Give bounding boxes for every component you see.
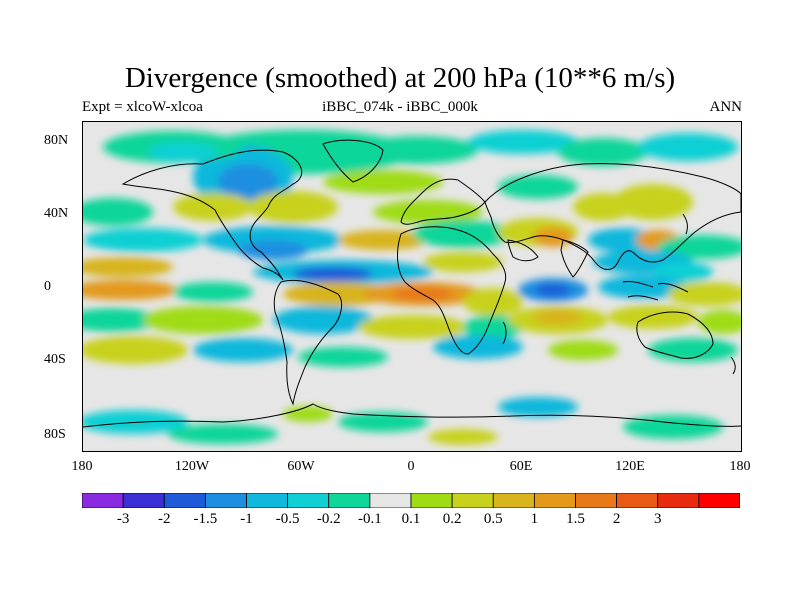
colorbar-swatch (369, 493, 412, 508)
colorbar-label: -0.1 (358, 511, 382, 527)
lat-label-40s: 40S (44, 352, 66, 367)
colorbar-label: -2 (158, 511, 171, 527)
colorbar-label: -3 (116, 511, 130, 527)
colorbar-swatch (698, 493, 740, 508)
lon-label-60w: 60W (287, 459, 315, 474)
lon-label-180w: 180 (71, 459, 93, 474)
colorbar-swatch (657, 493, 700, 508)
colorbar-label: 1.5 (566, 511, 585, 527)
colorbar-label: 1 (530, 511, 539, 527)
plot-title: Divergence (smoothed) at 200 hPa (10**6 … (124, 62, 676, 94)
colorbar-swatch (492, 493, 535, 508)
contour-fill-layer (83, 130, 741, 445)
colorbar-swatch (82, 493, 124, 508)
colorbar-label: 0.1 (401, 511, 421, 527)
lon-label-0: 0 (407, 459, 415, 474)
colorbar-label: 0.5 (483, 511, 503, 527)
lon-label-60e: 60E (509, 459, 533, 474)
colorbar-label: 0.2 (442, 511, 462, 527)
colorbar-label: 2 (612, 511, 621, 527)
season-label: ANN (709, 99, 743, 115)
colorbar-swatch (122, 493, 165, 508)
colorbar-swatches (82, 493, 740, 508)
colorbar-swatch (533, 493, 576, 508)
colorbar-label: -1 (240, 511, 253, 527)
colorbar-swatch (246, 493, 289, 508)
divergence-map (82, 121, 742, 452)
lat-label-40n: 40N (44, 206, 69, 221)
lat-label-80s: 80S (44, 427, 66, 442)
lon-label-120w: 120W (174, 459, 210, 474)
coastlines (83, 139, 741, 428)
colorbar (82, 493, 740, 508)
colorbar-swatch (287, 493, 330, 508)
colorbar-swatch (451, 493, 494, 508)
colorbar-swatch (410, 493, 453, 508)
divergence-field (83, 122, 741, 451)
lat-label-equator: 0 (44, 279, 51, 294)
colorbar-swatch (204, 493, 247, 508)
lon-label-180e: 180 (729, 459, 751, 474)
colorbar-label: -0.2 (316, 511, 341, 527)
lon-label-120e: 120E (615, 459, 645, 474)
experiment-label: Expt = xlcoW-xlcoa (82, 99, 203, 115)
colorbar-swatch (616, 493, 659, 508)
colorbar-label: -0.5 (275, 511, 300, 527)
colorbar-label: 3 (654, 511, 662, 527)
colorbar-swatch (163, 493, 206, 508)
colorbar-swatch (328, 493, 371, 508)
run-comparison-label: iBBC_074k - iBBC_000k (322, 99, 478, 115)
colorbar-swatch (575, 493, 618, 508)
lat-label-80n: 80N (44, 133, 69, 148)
colorbar-label: -1.5 (193, 511, 218, 527)
